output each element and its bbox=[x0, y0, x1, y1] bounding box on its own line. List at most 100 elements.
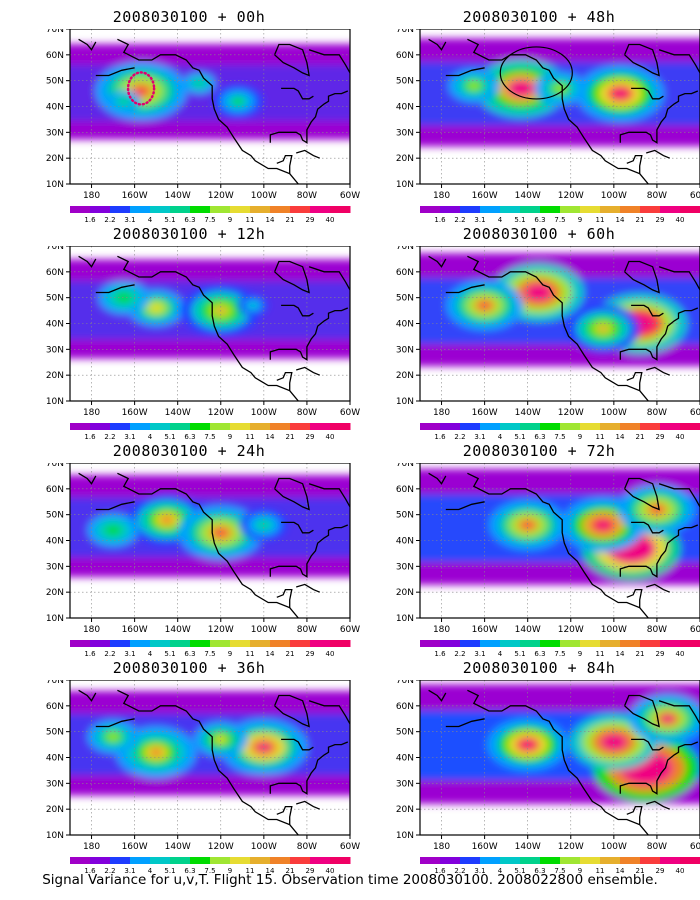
colorbar-label: 21 bbox=[286, 650, 295, 658]
x-tick-label: 180 bbox=[83, 625, 100, 635]
colorbar-label: 14 bbox=[616, 650, 625, 658]
y-tick-label: 60N bbox=[46, 268, 64, 278]
x-tick-label: 60W bbox=[690, 842, 700, 852]
map-plot: 180 160W 140W 120W 100W 80W 60W 10N 20N 30N 40N 50N… bbox=[46, 680, 360, 852]
x-tick-label: 140W bbox=[515, 625, 541, 635]
colorbar-swatch bbox=[540, 640, 561, 647]
coastline bbox=[95, 718, 135, 728]
y-tick-label: 60N bbox=[46, 51, 64, 61]
x-tick-label: 120W bbox=[208, 408, 234, 418]
colorbar-label: 2.2 bbox=[104, 867, 115, 875]
y-tick-label: 40N bbox=[396, 537, 414, 547]
colorbar-label: 1.6 bbox=[434, 433, 446, 441]
colorbar-label: 5.1 bbox=[164, 433, 175, 441]
colorbar-swatch bbox=[660, 857, 681, 864]
colorbar-swatch bbox=[500, 640, 521, 647]
colorbar-label: 9 bbox=[228, 216, 232, 224]
coastlines bbox=[428, 689, 700, 835]
x-tick-label: 60W bbox=[340, 625, 360, 635]
coastline bbox=[308, 483, 350, 508]
colorbar-swatch bbox=[420, 206, 441, 213]
colorbar-label: 6.3 bbox=[184, 433, 195, 441]
panel-title: 2008030100 + 84h bbox=[462, 659, 616, 677]
y-tick-label: 50N bbox=[46, 77, 64, 87]
coastline bbox=[626, 588, 643, 608]
coastlines bbox=[78, 689, 350, 835]
colorbar-swatch bbox=[480, 640, 501, 647]
x-tick-label: 160W bbox=[472, 625, 498, 635]
colorbar-label: 11 bbox=[246, 433, 255, 441]
y-tick-label: 10N bbox=[46, 831, 64, 841]
colorbar-label: 3.1 bbox=[474, 216, 485, 224]
colorbar-swatch bbox=[580, 206, 601, 213]
colorbar-label: 6.3 bbox=[534, 216, 545, 224]
colorbar-label: 9 bbox=[578, 867, 582, 875]
coastline bbox=[276, 805, 293, 825]
colorbar-label: 3.1 bbox=[124, 433, 135, 441]
coastline bbox=[624, 694, 660, 728]
colorbar-label: 29 bbox=[306, 216, 315, 224]
y-tick-label: 20N bbox=[396, 154, 414, 164]
colorbar-swatch bbox=[540, 423, 561, 430]
colorbar-swatch bbox=[540, 857, 561, 864]
colorbar-label: 6.3 bbox=[534, 433, 545, 441]
x-tick-label: 80W bbox=[297, 842, 317, 852]
colorbar-label: 14 bbox=[266, 650, 275, 658]
coastline bbox=[274, 260, 310, 294]
colorbar-label: 6.3 bbox=[534, 650, 545, 658]
colorbar-swatch bbox=[130, 857, 151, 864]
coastline bbox=[646, 149, 671, 159]
x-tick-label: 100W bbox=[601, 842, 627, 852]
colorbar: 1.6 2.2 3.1 4 5.1 6.3 7.5 9 11 14 21 29 40 bbox=[420, 640, 700, 658]
coastline bbox=[624, 43, 660, 77]
y-tick-label: 70N bbox=[396, 29, 414, 35]
colorbar-swatch bbox=[420, 857, 441, 864]
x-tick-label: 180 bbox=[83, 842, 100, 852]
x-tick-label: 80W bbox=[647, 842, 667, 852]
y-tick-label: 10N bbox=[46, 614, 64, 624]
colorbar-label: 5.1 bbox=[514, 867, 525, 875]
colorbar-swatch bbox=[480, 423, 501, 430]
colorbar-swatch bbox=[520, 206, 541, 213]
graticule bbox=[70, 246, 351, 401]
colorbar-label: 7.5 bbox=[554, 867, 565, 875]
colorbar-swatch bbox=[540, 206, 561, 213]
colorbar-label: 11 bbox=[596, 216, 605, 224]
colorbar-swatch bbox=[230, 206, 251, 213]
colorbar-swatch bbox=[230, 423, 251, 430]
colorbar-swatch bbox=[560, 423, 581, 430]
colorbar-swatch bbox=[310, 206, 331, 213]
map-panel: 2008030100 + 36h 180 160W 140W 120W 100W 80W 60… bbox=[34, 659, 364, 875]
coastline bbox=[624, 477, 660, 511]
colorbar-swatch bbox=[230, 857, 251, 864]
colorbar-label: 4 bbox=[148, 216, 153, 224]
variance-contour bbox=[133, 86, 149, 96]
x-tick-label: 160W bbox=[122, 191, 148, 201]
colorbar-swatch bbox=[290, 640, 311, 647]
coastline bbox=[646, 800, 671, 810]
colorbar-swatch bbox=[330, 206, 351, 213]
colorbar-swatch bbox=[560, 206, 581, 213]
variance-contour bbox=[606, 737, 622, 747]
colorbar-swatch bbox=[270, 857, 291, 864]
x-tick-label: 160W bbox=[472, 191, 498, 201]
colorbar: 1.6 2.2 3.1 4 5.1 6.3 7.5 9 11 14 21 29 40 bbox=[420, 857, 700, 875]
coastline bbox=[631, 87, 664, 100]
colorbar-swatch bbox=[110, 640, 131, 647]
y-tick-label: 70N bbox=[46, 463, 64, 469]
signal-field bbox=[420, 253, 700, 367]
variance-contour bbox=[468, 82, 480, 90]
colorbar-swatch bbox=[640, 640, 661, 647]
colorbar-label: 29 bbox=[656, 867, 665, 875]
colorbar-swatch bbox=[310, 423, 331, 430]
coastline bbox=[269, 90, 349, 144]
colorbar-swatch bbox=[620, 640, 641, 647]
x-tick-label: 160W bbox=[472, 842, 498, 852]
colorbar: 1.6 2.2 3.1 4 5.1 6.3 7.5 9 11 14 21 29 40 bbox=[70, 206, 351, 224]
colorbar-label: 1.6 bbox=[434, 867, 446, 875]
coastline bbox=[269, 307, 349, 361]
colorbar-swatch bbox=[250, 423, 271, 430]
coastline bbox=[658, 700, 700, 725]
colorbar-swatch bbox=[130, 640, 151, 647]
coastline bbox=[117, 689, 299, 835]
